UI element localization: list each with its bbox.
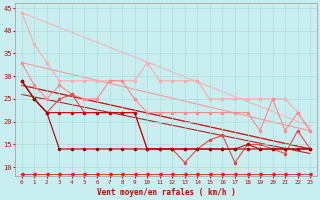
X-axis label: Vent moyen/en rafales ( km/h ): Vent moyen/en rafales ( km/h ) xyxy=(97,188,236,197)
